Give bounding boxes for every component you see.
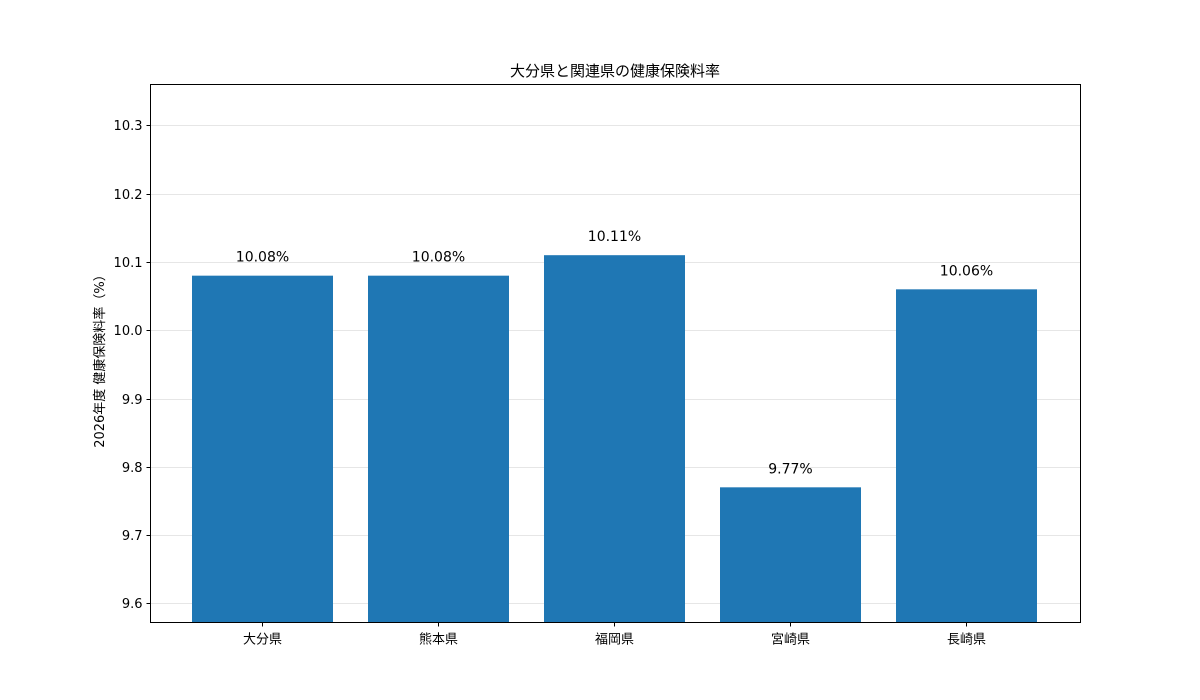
bar <box>544 255 685 623</box>
bar-value-label: 10.08% <box>236 250 289 266</box>
y-tick-label: 10.3 <box>114 119 143 134</box>
chart-title: 大分県と関連県の健康保険料率 <box>510 62 720 80</box>
bar <box>192 275 333 623</box>
bars <box>192 255 1037 623</box>
plot-frame <box>150 84 1081 623</box>
x-tick-label: 大分県 <box>243 633 282 648</box>
bar <box>368 275 509 623</box>
x-tick-label: 長崎県 <box>947 633 986 648</box>
bar-value-label: 10.06% <box>940 263 993 279</box>
bar <box>720 487 861 623</box>
bar-value-label: 10.08% <box>412 250 465 266</box>
y-tick-label: 9.9 <box>122 393 143 408</box>
y-tick-label: 9.8 <box>122 461 143 476</box>
y-tick-label: 10.1 <box>114 256 143 271</box>
y-tick-label: 9.7 <box>122 529 143 544</box>
x-tick-label: 熊本県 <box>419 632 458 648</box>
x-axis-ticks: 大分県 熊本県 福岡県 宮崎県 長崎県 <box>243 622 986 648</box>
y-axis-label: 2026年度 健康保険料率（%） <box>92 268 108 448</box>
y-tick-label: 9.6 <box>122 597 143 612</box>
data-labels: 10.08% 10.08% 10.11% 9.77% 10.06% <box>236 229 993 477</box>
y-tick-label: 10.2 <box>114 188 143 203</box>
bar-value-label: 10.11% <box>588 229 641 245</box>
bar-value-label: 9.77% <box>768 461 812 477</box>
x-tick-label: 宮崎県 <box>771 632 810 648</box>
bar <box>896 289 1037 623</box>
y-tick-label: 10.0 <box>114 324 143 339</box>
y-axis-ticks: 9.6 9.7 9.8 9.9 10.0 10.1 10.2 10.3 <box>114 119 151 612</box>
x-tick-label: 福岡県 <box>595 633 634 648</box>
